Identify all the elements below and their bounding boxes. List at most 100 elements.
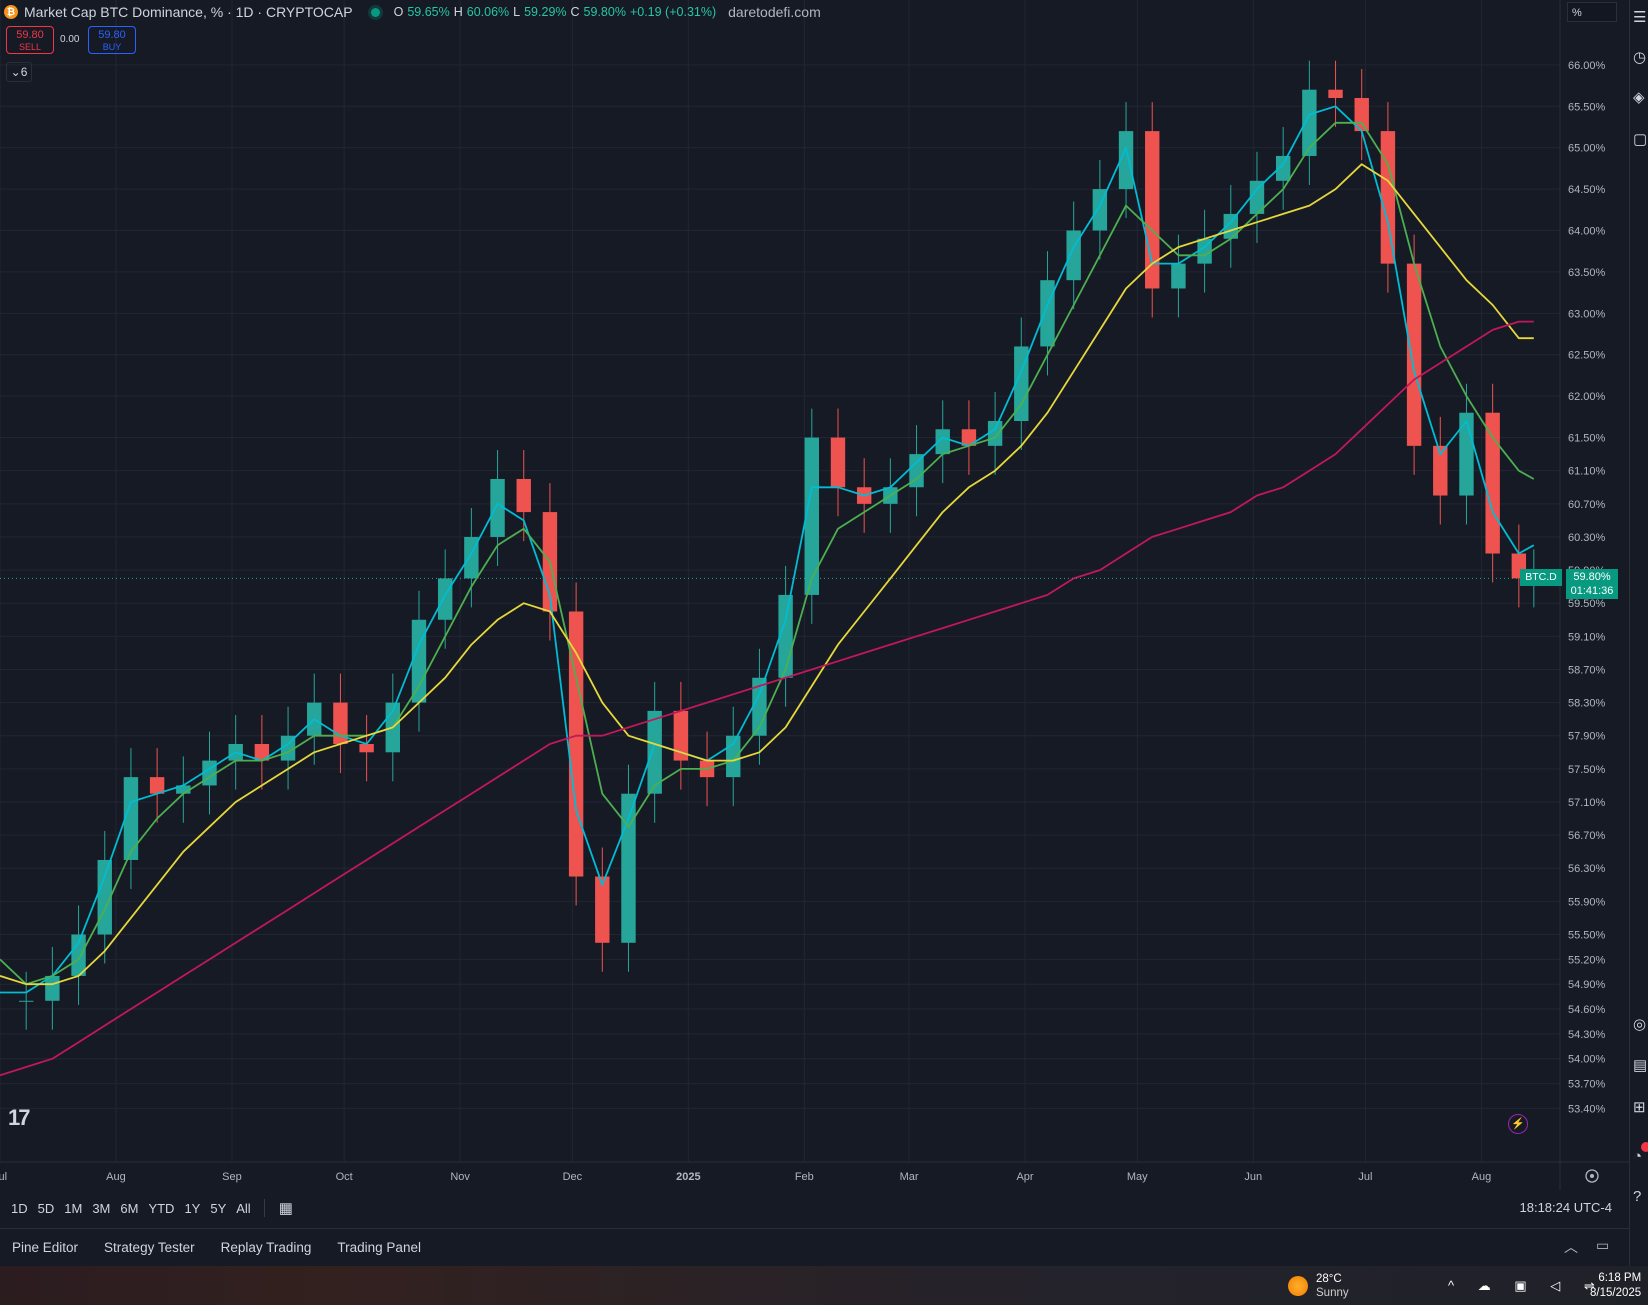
candle-body [516,478,531,513]
chart-grid [0,0,1560,1162]
price-tick-label: 58.30% [1568,698,1606,710]
candle-body [359,744,374,753]
tab-trading-panel[interactable]: Trading Panel [337,1239,421,1255]
time-tick-label: Nov [450,1171,470,1183]
candle-body [1302,89,1317,156]
price-tick-label: 55.90% [1568,896,1606,908]
maximize-icon[interactable]: ▭ [1596,1237,1610,1253]
candle-body [647,710,662,794]
calendar-side-icon[interactable]: ▤ [1633,1057,1648,1074]
time-tick-label: Apr [1016,1171,1033,1183]
timeframe-ytd[interactable]: YTD [148,1200,175,1216]
candle-body [176,785,191,794]
spread-value: 0.00 [60,34,80,45]
timeframe-1d[interactable]: 1D [11,1200,28,1216]
buy-button[interactable]: 59.80 BUY [88,26,136,54]
candle-body [149,777,165,794]
calendar-icon[interactable]: ▦ [278,1200,293,1217]
timeframe-6m[interactable]: 6M [120,1200,139,1216]
system-tray[interactable]: ^ ☁ ▣ ◁ ⇌ [1448,1278,1605,1293]
candle-body [71,934,86,976]
price-tick-label: 59.10% [1568,631,1606,643]
ma-line-1 [0,105,1535,994]
tab-strategy-tester[interactable]: Strategy Tester [104,1239,195,1255]
notification-bell-icon[interactable]: ◔ [1633,1148,1643,1165]
price-chart[interactable]: 66.00% 65.50% 65.00% 64.50% 64.00% 63.50% 63.0… [0,0,1629,1190]
candle-body [1328,89,1343,98]
chart-clock[interactable]: 18:18:24 UTC-4 [1519,1200,1613,1215]
layers-icon[interactable]: ◈ [1633,89,1645,106]
taskbar-date: 8/15/2025 [1590,1287,1642,1299]
candle-body [1459,412,1474,496]
timeframe-all[interactable]: All [236,1200,251,1216]
lightning-icon[interactable]: ⚡ [1508,1114,1528,1134]
change-value: +0.19 (+0.31%) [629,5,717,19]
symbol-title[interactable]: Market Cap BTC Dominance, % · 1D · CRYPT… [24,4,353,20]
timeframe-1m[interactable]: 1M [64,1200,83,1216]
candle-body [254,744,270,761]
candle-body [1145,131,1160,289]
close-label: C [570,5,580,19]
taskbar-clock[interactable]: 6:18 PM 8/15/2025 [1590,1271,1641,1301]
price-tick-label: 63.00% [1568,308,1606,320]
price-tick-label: 58.70% [1568,664,1606,676]
help-icon[interactable]: ? [1633,1188,1642,1205]
bottom-toolbar: 1D 5D 1M 3M 6M YTD 1Y 5Y All ▦ 18:18:24 … [0,1192,1630,1224]
candle-body [1197,238,1212,264]
market-status-icon[interactable] [370,7,380,17]
bar-countdown: 01:41:36 [1570,585,1614,598]
timeframe-5d[interactable]: 5D [37,1200,55,1216]
target-icon[interactable]: ◎ [1633,1016,1647,1033]
tradingview-logo-icon[interactable]: 17 [8,1105,31,1130]
price-tick-label: 63.50% [1568,267,1606,279]
candle-body [935,429,950,455]
ma-line-4 [0,320,1534,1077]
chevron-up-icon[interactable]: ︿ [1564,1239,1578,1255]
timeframe-3m[interactable]: 3M [92,1200,111,1216]
apps-icon[interactable]: ⊞ [1633,1099,1646,1116]
sell-button[interactable]: 59.80 SELL [6,26,54,54]
toolbar-divider [263,1199,265,1217]
price-tick-label: 57.90% [1568,731,1606,743]
bottom-panel-tabs: Pine Editor Strategy Tester Replay Tradi… [0,1228,1648,1265]
weather-widget[interactable]: 28°C Sunny [1288,1272,1349,1300]
time-axis-settings-icon[interactable] [1585,1169,1599,1183]
price-tick-label: 53.40% [1568,1103,1606,1115]
time-tick-label: Oct [336,1171,353,1183]
price-tick-label: 65.50% [1568,101,1606,113]
timeframe-1y[interactable]: 1Y [184,1200,201,1216]
tab-pine-editor[interactable]: Pine Editor [12,1239,79,1255]
ma-line-3 [0,163,1534,986]
candle-body [490,478,505,537]
taskbar-time: 6:18 PM [1598,1272,1642,1284]
candle-body [1485,412,1500,554]
candle-body [1249,180,1265,214]
high-value: 60.06% [466,5,510,19]
open-label: O [393,5,404,19]
time-tick-label: Jul [1358,1171,1372,1183]
candle-body [830,437,846,488]
watchlist-icon[interactable]: ☰ [1633,9,1647,26]
axis-unit-selector[interactable]: % [1567,2,1617,22]
timeframe-5y[interactable]: 5Y [210,1200,227,1216]
time-axis[interactable]: Jul Aug Sep Oct Nov Dec 2025 Feb Mar Apr May Jun Jul… [0,1171,1491,1183]
price-tick-label: 62.00% [1568,391,1606,403]
close-value: 59.80% [583,5,626,19]
alerts-icon[interactable]: ◷ [1633,49,1647,66]
chat-icon[interactable]: ▢ [1633,131,1648,148]
candle-body [726,735,741,778]
indicators-toggle-button[interactable]: ⌄6 [6,62,32,82]
price-tick-label: 56.70% [1568,830,1606,842]
price-axis[interactable]: 66.00% 65.50% 65.00% 64.50% 64.00% 63.50% 63.0… [1568,60,1606,1116]
price-tick-label: 54.30% [1568,1029,1606,1041]
watermark-text: daretodefi.com [728,4,821,20]
open-value: 59.65% [407,5,450,19]
tab-replay-trading[interactable]: Replay Trading [220,1239,312,1255]
buy-label: BUY [102,42,122,52]
time-tick-label: Feb [795,1171,814,1183]
candle-body [1040,280,1055,347]
candlestick-series [18,60,1542,1030]
price-tick-label: 60.30% [1568,532,1606,544]
price-tick-label: 57.50% [1568,764,1606,776]
candle-body [595,876,610,943]
